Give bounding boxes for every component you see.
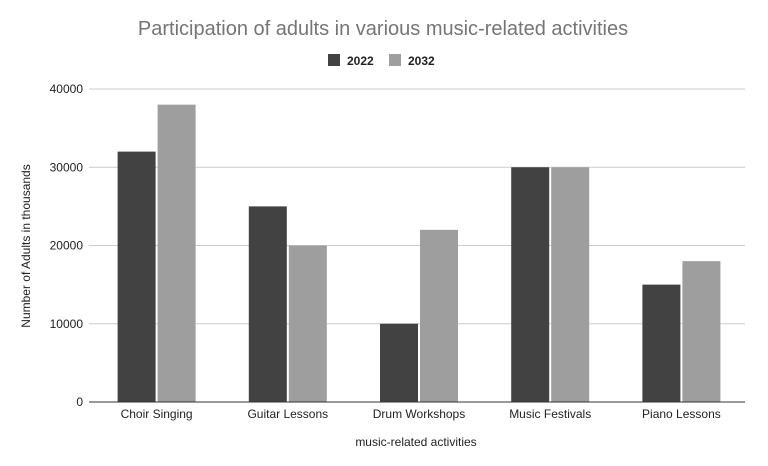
bar-2022-guitar-lessons bbox=[248, 206, 287, 402]
bar-2032-choir-singing bbox=[157, 104, 196, 403]
chart-title: Participation of adults in various music… bbox=[138, 18, 628, 40]
y-tick-label: 20000 bbox=[50, 239, 84, 253]
legend: 2022 2032 bbox=[328, 54, 435, 68]
legend-label-2022: 2022 bbox=[347, 54, 374, 68]
bar-2032-piano-lessons bbox=[682, 261, 721, 402]
y-axis-ticks: 0 10000 20000 30000 40000 bbox=[50, 82, 84, 409]
x-axis-ticks: Choir Singing Guitar Lessons Drum Workshop… bbox=[121, 407, 721, 421]
y-tick-label: 0 bbox=[76, 395, 83, 409]
x-tick-label: Guitar Lessons bbox=[247, 407, 328, 421]
bar-2032-drum-workshops bbox=[420, 229, 458, 402]
y-axis-label: Number of Adults in thousands bbox=[19, 164, 33, 327]
x-tick-label: Piano Lessons bbox=[642, 407, 721, 421]
x-axis-label: music-related activities bbox=[355, 435, 476, 449]
bar-2022-choir-singing bbox=[117, 151, 156, 402]
legend-swatch-2022 bbox=[328, 54, 340, 66]
x-tick-label: Drum Workshops bbox=[373, 407, 465, 421]
bar-2022-drum-workshops bbox=[380, 323, 418, 402]
y-tick-label: 40000 bbox=[50, 82, 84, 96]
bars bbox=[117, 104, 721, 403]
x-tick-label: Music Festivals bbox=[509, 407, 591, 421]
x-tick-label: Choir Singing bbox=[121, 407, 193, 421]
y-tick-label: 30000 bbox=[50, 160, 84, 174]
bar-2022-piano-lessons bbox=[642, 284, 681, 402]
bar-2032-music-festivals bbox=[551, 167, 590, 402]
y-tick-label: 10000 bbox=[50, 317, 84, 331]
bar-2032-guitar-lessons bbox=[288, 245, 327, 402]
legend-swatch-2032 bbox=[389, 54, 401, 66]
bar-2022-music-festivals bbox=[511, 167, 550, 402]
legend-label-2032: 2032 bbox=[408, 54, 435, 68]
